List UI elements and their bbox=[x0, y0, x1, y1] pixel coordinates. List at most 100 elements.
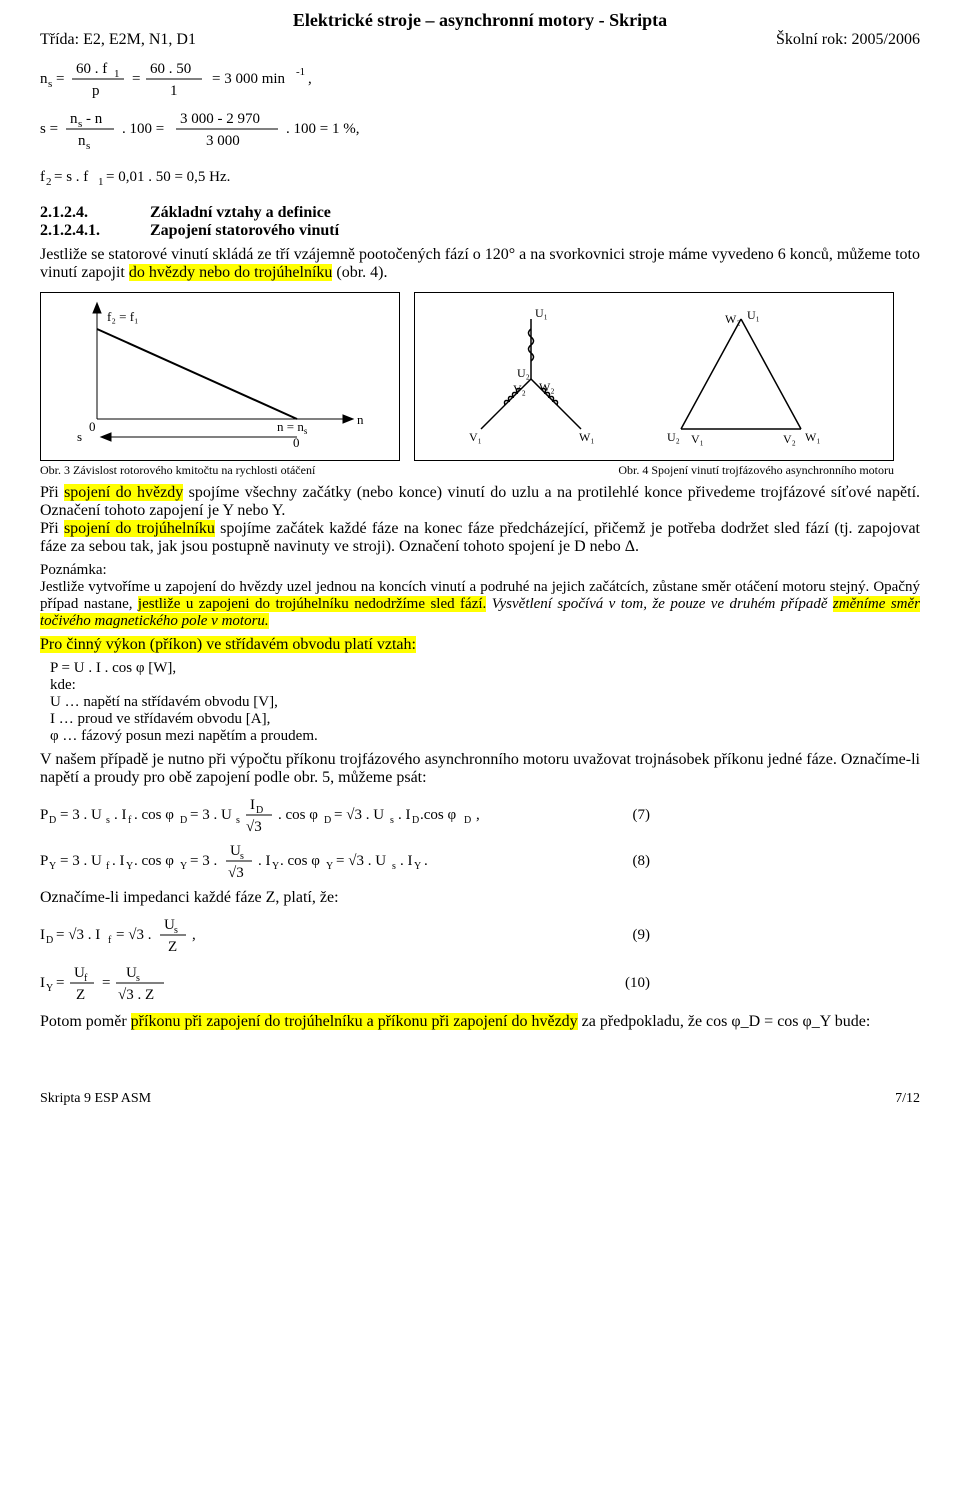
heading-title: Zapojení statorového vinutí bbox=[150, 222, 339, 240]
svg-text:D: D bbox=[49, 815, 56, 826]
heading-2-1-2-4: 2.1.2.4. Základní vztahy a definice bbox=[40, 204, 920, 222]
svg-text:=: = bbox=[132, 71, 140, 87]
highlight: Pro činný výkon (příkon) ve střídavém ob… bbox=[40, 636, 416, 653]
svg-text:V₂: V₂ bbox=[513, 382, 526, 396]
svg-text:s: s bbox=[392, 861, 396, 872]
text: Při bbox=[40, 520, 64, 537]
svg-text:= 3 .: = 3 . bbox=[190, 853, 217, 869]
fig3-label-zero: 0 bbox=[89, 419, 96, 434]
svg-text:I: I bbox=[40, 927, 45, 943]
svg-text:P: P bbox=[40, 853, 48, 869]
svg-text:Y: Y bbox=[180, 861, 187, 872]
svg-text:= √3 . U: = √3 . U bbox=[334, 807, 384, 823]
svg-text:√3: √3 bbox=[246, 819, 262, 835]
heading-num: 2.1.2.4. bbox=[40, 204, 120, 222]
svg-text:s: s bbox=[78, 118, 82, 130]
svg-text:=: = bbox=[102, 975, 110, 991]
svg-text:Z: Z bbox=[168, 939, 177, 955]
heading-title: Základní vztahy a definice bbox=[150, 204, 331, 222]
svg-text:D: D bbox=[46, 935, 53, 946]
svg-text:D: D bbox=[324, 815, 331, 826]
svg-text:√3: √3 bbox=[228, 865, 244, 881]
svg-text:n: n bbox=[78, 133, 86, 149]
eq-number: (7) bbox=[610, 807, 650, 824]
svg-text:I: I bbox=[250, 797, 255, 813]
equation-10: IY = Uf Z = Us √3 . Z (10) bbox=[40, 959, 920, 1007]
header-row: Třída: E2, E2M, N1, D1 Školní rok: 2005/… bbox=[40, 31, 920, 49]
svg-text:I: I bbox=[40, 975, 45, 991]
eq-line: U … napětí na střídavém obvodu [V], bbox=[50, 694, 920, 711]
svg-text:W₁: W₁ bbox=[579, 430, 595, 444]
svg-text:f: f bbox=[40, 169, 45, 185]
svg-text:,: , bbox=[308, 71, 312, 87]
eq-number: (9) bbox=[610, 927, 650, 944]
svg-text:U₂: U₂ bbox=[667, 430, 680, 444]
fig3-label-s: s bbox=[77, 429, 82, 444]
svg-text:s: s bbox=[106, 815, 110, 826]
highlight: spojení do hvězdy bbox=[64, 484, 183, 501]
fig3-label-f2f1: f₂ = f₁ bbox=[107, 309, 139, 324]
svg-text:W₂: W₂ bbox=[539, 380, 555, 394]
svg-text:f: f bbox=[106, 861, 110, 872]
svg-text:. I: . I bbox=[400, 853, 413, 869]
svg-text:.cos φ: .cos φ bbox=[420, 807, 456, 823]
eq-line: I … proud ve střídavém obvodu [A], bbox=[50, 711, 920, 728]
equation-block-1: ns = 60 . f1 p = 60 . 50 1 = 3 000 min-1… bbox=[40, 55, 920, 200]
eq-line: φ … fázový posun mezi napětím a proudem. bbox=[50, 728, 920, 745]
svg-text:s =: s = bbox=[40, 121, 58, 137]
doc-title: Elektrické stroje – asynchronní motory -… bbox=[40, 10, 920, 31]
svg-text:. 100 =: . 100 = bbox=[122, 121, 164, 137]
fig3-label-nns: n = ns bbox=[277, 419, 308, 436]
text: Vysvětlení spočívá v tom, že pouze ve dr… bbox=[492, 596, 833, 612]
highlight: jestliže u zapojeni do trojúhelníku nedo… bbox=[138, 596, 486, 612]
text: Potom poměr bbox=[40, 1013, 131, 1030]
svg-text:1: 1 bbox=[170, 83, 178, 99]
svg-text:s: s bbox=[240, 851, 244, 862]
svg-text:V₁: V₁ bbox=[691, 432, 704, 446]
figures-row: f₂ = f₁ 0 n = ns n s 0 Obr. 3 Závislost … bbox=[40, 292, 920, 478]
fig3-label-n: n bbox=[357, 412, 364, 427]
figure-4: U₁ U₂ W₂ V₂ V₁ W₁ U₁ W₂ U₂ V₁ V₂ W₁ Obr.… bbox=[414, 292, 894, 478]
figure-4-caption: Obr. 4 Spojení vinutí trojfázového async… bbox=[414, 463, 894, 478]
svg-text:D: D bbox=[256, 805, 263, 816]
note-label: Poznámka: bbox=[40, 562, 107, 578]
paragraph-p4: V našem případě je nutno při výpočtu pří… bbox=[40, 751, 920, 787]
paragraph-intro: Jestliže se statorové vinutí skládá ze t… bbox=[40, 246, 920, 282]
svg-text:P: P bbox=[40, 807, 48, 823]
footer-page: 7/12 bbox=[895, 1091, 920, 1107]
equation-block-2: P = U . I . cos φ [W], kde: U … napětí n… bbox=[50, 660, 920, 745]
eq-line: kde: bbox=[50, 677, 920, 694]
eq-number: (8) bbox=[610, 853, 650, 870]
svg-text:=: = bbox=[56, 975, 64, 991]
svg-text:s: s bbox=[174, 925, 178, 936]
svg-text:s: s bbox=[48, 78, 52, 90]
svg-text:.: . bbox=[424, 853, 428, 869]
svg-text:D: D bbox=[180, 815, 187, 826]
svg-text:Y: Y bbox=[272, 861, 279, 872]
highlight: příkonu při zapojení do trojúhelníku a p… bbox=[131, 1013, 578, 1030]
svg-text:Y: Y bbox=[46, 983, 53, 994]
svg-text:p: p bbox=[92, 83, 100, 99]
svg-text:. cos φ: . cos φ bbox=[134, 853, 174, 869]
svg-text:s: s bbox=[390, 815, 394, 826]
note-block: Poznámka: Jestliže vytvoříme u zapojení … bbox=[40, 562, 920, 630]
svg-text:f: f bbox=[84, 973, 88, 984]
svg-text:= √3 . U: = √3 . U bbox=[336, 853, 386, 869]
equation-8: PY = 3 . Uf . IY . cos φY = 3 . Us √3 . … bbox=[40, 839, 920, 883]
svg-text:W₁: W₁ bbox=[805, 430, 821, 444]
svg-text:. cos φ: . cos φ bbox=[280, 853, 320, 869]
equation-9: ID = √3 . If = √3 . Us Z , (9) bbox=[40, 913, 920, 957]
svg-text:3 000 - 2 970: 3 000 - 2 970 bbox=[180, 111, 260, 127]
svg-text:3 000: 3 000 bbox=[206, 133, 240, 149]
text: za předpokladu, že cos φ_D = cos φ_Y bud… bbox=[578, 1013, 871, 1030]
svg-text:,: , bbox=[476, 807, 480, 823]
svg-text:= 3 . U: = 3 . U bbox=[60, 807, 102, 823]
svg-text:Y: Y bbox=[126, 861, 133, 872]
svg-text:60 . f: 60 . f bbox=[76, 61, 107, 77]
svg-text:W₂: W₂ bbox=[725, 312, 741, 326]
svg-text:U₂: U₂ bbox=[517, 366, 530, 380]
text: Při bbox=[40, 484, 64, 501]
svg-text:Y: Y bbox=[49, 861, 56, 872]
heading-2-1-2-4-1: 2.1.2.4.1. Zapojení statorového vinutí bbox=[40, 222, 920, 240]
svg-text:. I: . I bbox=[114, 807, 127, 823]
